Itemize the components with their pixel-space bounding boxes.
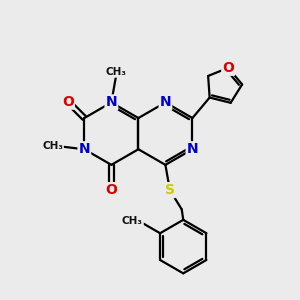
Text: CH₃: CH₃ bbox=[105, 67, 126, 77]
Text: N: N bbox=[160, 95, 171, 110]
Text: CH₃: CH₃ bbox=[122, 216, 143, 226]
Text: CH₃: CH₃ bbox=[42, 141, 63, 151]
Text: O: O bbox=[62, 95, 74, 109]
Text: S: S bbox=[165, 183, 175, 197]
Text: O: O bbox=[105, 183, 117, 197]
Text: N: N bbox=[79, 142, 90, 156]
Text: O: O bbox=[222, 61, 234, 75]
Text: N: N bbox=[187, 142, 198, 156]
Text: N: N bbox=[106, 95, 117, 110]
